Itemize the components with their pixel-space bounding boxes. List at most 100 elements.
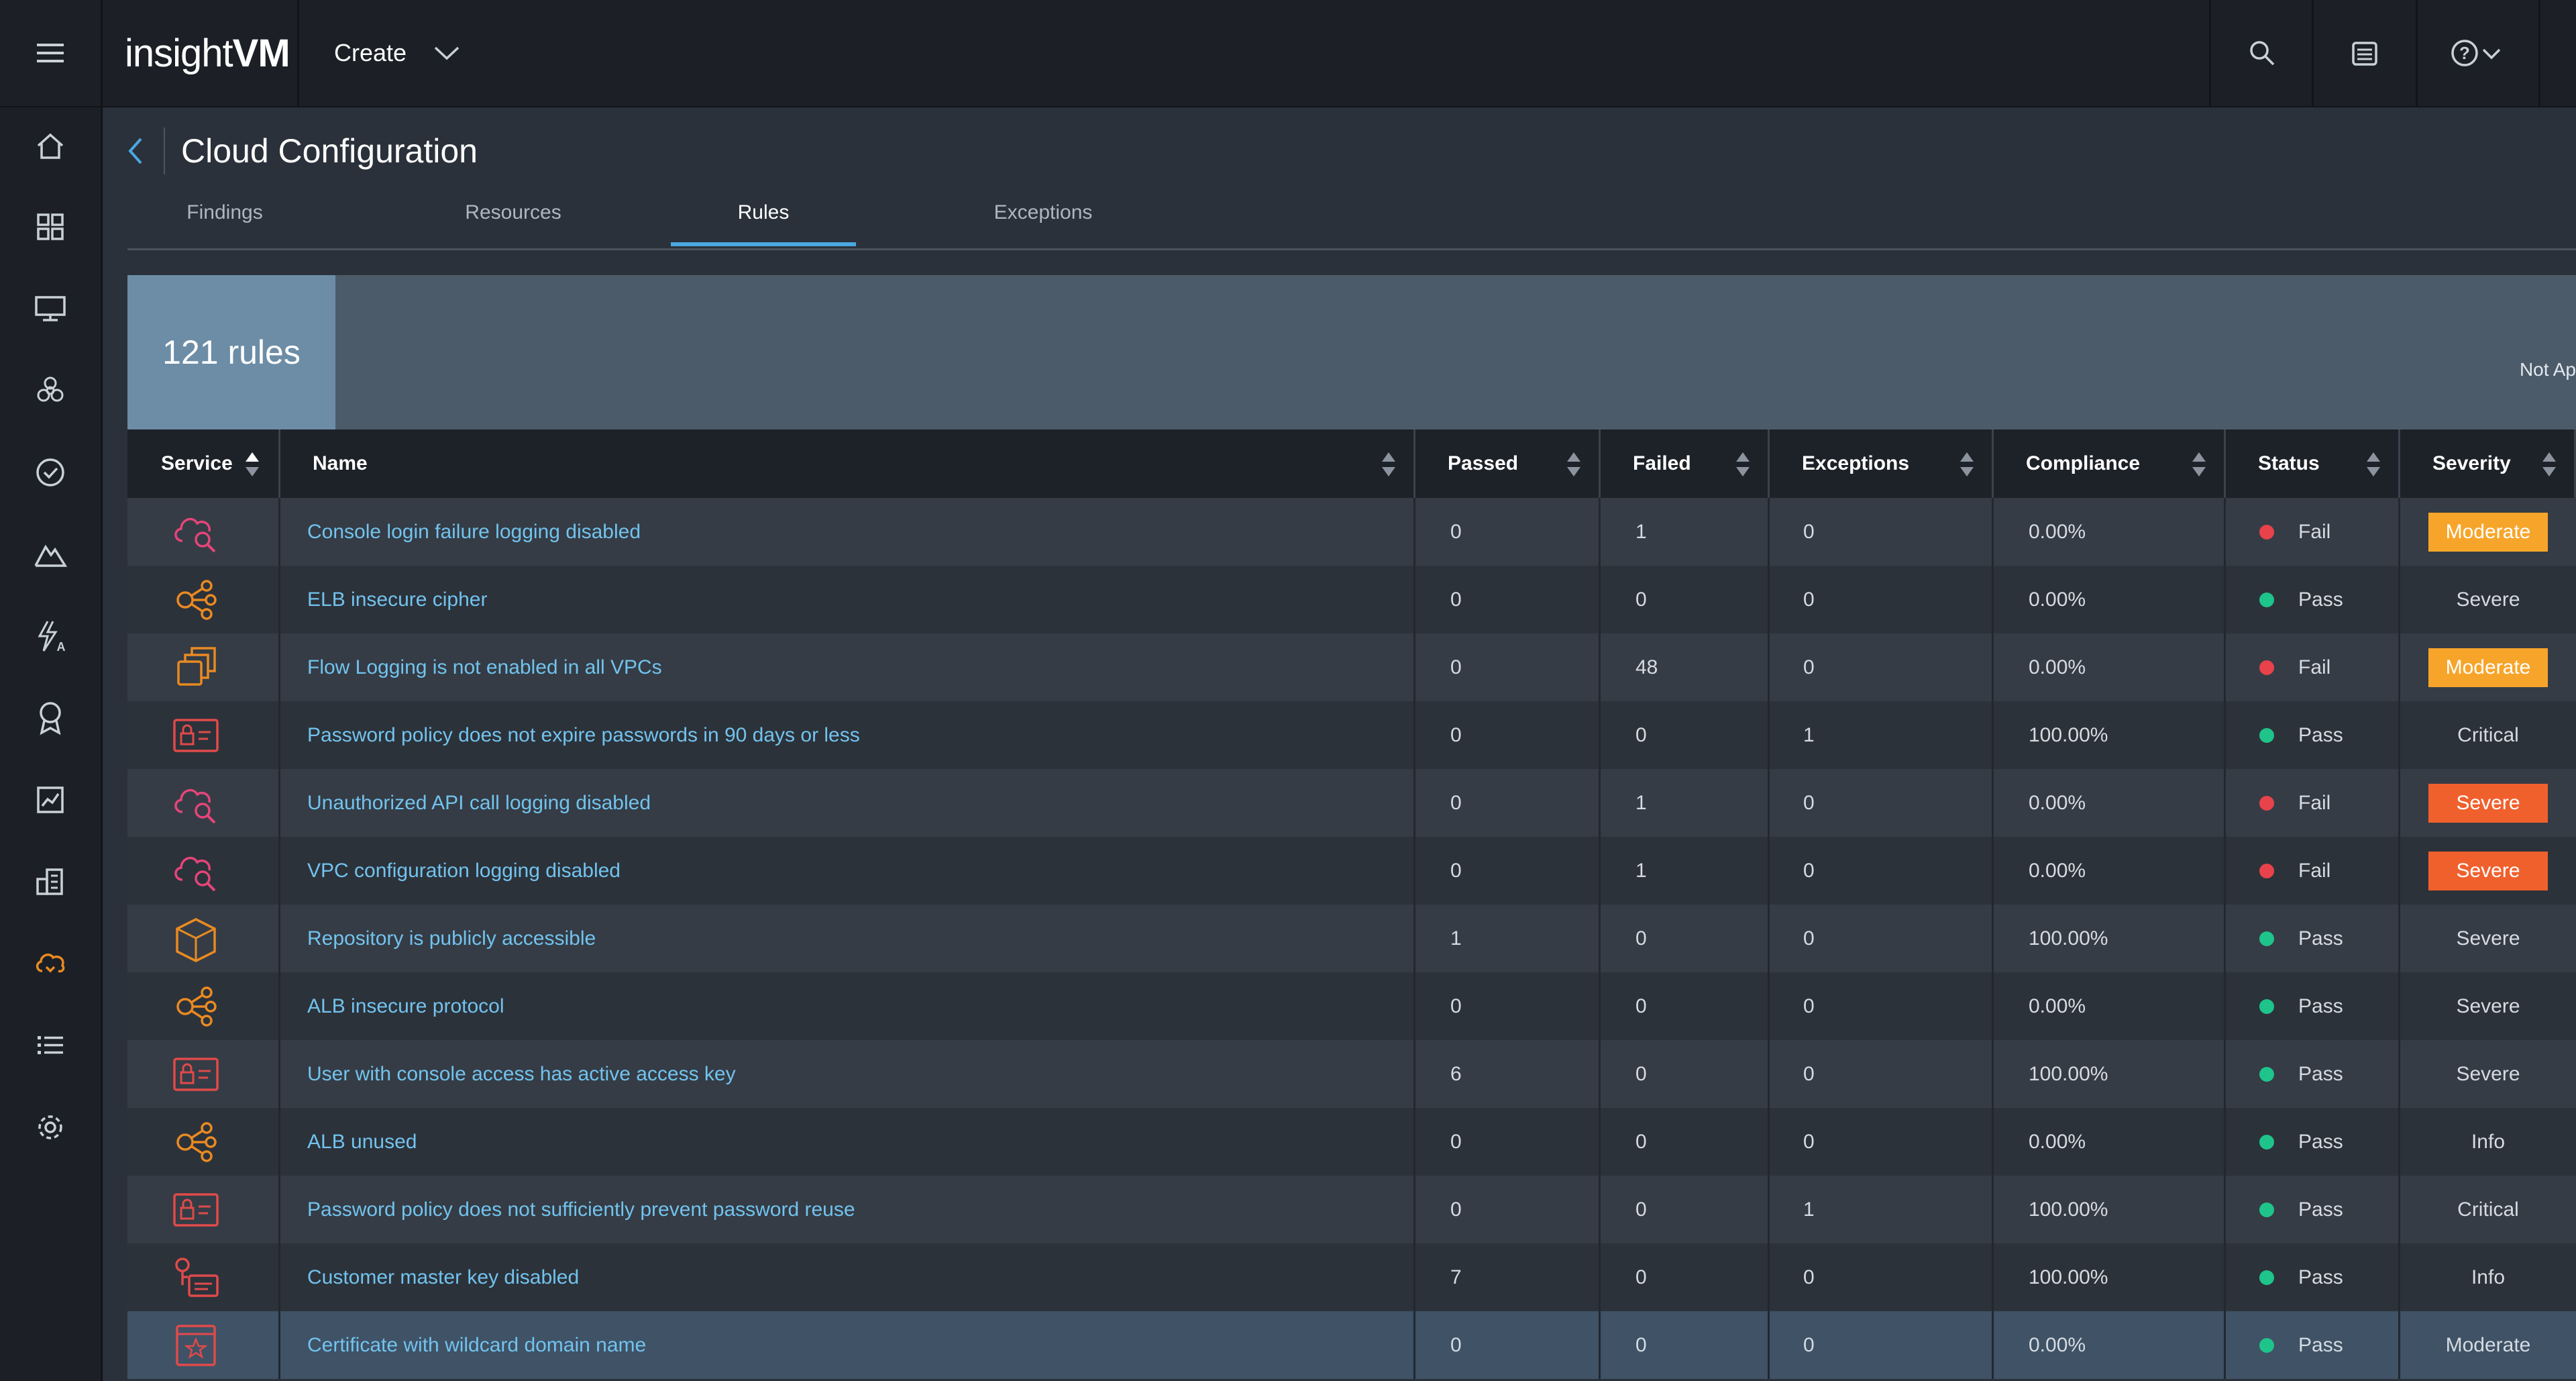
table-row[interactable]: VPC configuration logging disabled 0 1 0 0.0… <box>127 837 2576 905</box>
column-header-failed[interactable]: Failed <box>1601 429 1770 498</box>
service-cell <box>127 837 280 905</box>
tab-exceptions[interactable]: Exceptions <box>994 201 1093 223</box>
nav-dashboards[interactable] <box>0 193 101 260</box>
product-logo[interactable]: insight VM <box>101 0 299 106</box>
nav-automation[interactable]: A <box>0 603 101 670</box>
sort-arrows-icon[interactable] <box>1735 451 1750 483</box>
nav-goals[interactable] <box>0 684 101 752</box>
status-pass-dot-icon <box>2259 1066 2274 1082</box>
left-navigation: A <box>0 107 103 1381</box>
nav-assets[interactable] <box>0 275 101 342</box>
rule-name-link[interactable]: Repository is publicly accessible <box>280 905 1415 972</box>
table-row[interactable]: Console login failure logging disabled 0 1… <box>127 498 2576 566</box>
status-pass-dot-icon <box>2259 1270 2274 1285</box>
nav-reports[interactable] <box>0 766 101 833</box>
table-row[interactable]: Unauthorized API call logging disabled 0 1… <box>127 769 2576 837</box>
rule-name-link[interactable]: Customer master key disabled <box>280 1243 1415 1311</box>
top-bar: insight VM Create ? <box>0 0 2576 107</box>
passed-cell: 0 <box>1415 837 1601 905</box>
nav-home[interactable] <box>0 113 101 180</box>
rule-name-link[interactable]: ALB insecure protocol <box>280 972 1415 1040</box>
tab-resources[interactable]: Resources <box>465 201 561 223</box>
hamburger-menu-button[interactable] <box>0 0 103 106</box>
table-row[interactable]: ELB insecure cipher 0 0 0 0.00% Pass Severe <box>127 566 2576 633</box>
rule-name-link[interactable]: Password policy does not expire password… <box>280 701 1415 769</box>
severity-cell: Severe <box>2400 1040 2576 1108</box>
table-row[interactable]: Repository is publicly accessible 1 0 0 100.… <box>127 905 2576 972</box>
column-header-label: Severity <box>2432 452 2511 474</box>
table-row[interactable]: Certificate with wildcard domain name 0 0 0… <box>127 1311 2576 1379</box>
sort-arrows-icon[interactable] <box>1960 451 1974 483</box>
sort-arrows-icon[interactable] <box>1381 451 1396 483</box>
sort-arrows-icon[interactable] <box>245 451 260 483</box>
status-cell: Fail <box>2226 633 2400 701</box>
exceptions-cell: 1 <box>1770 1176 1994 1243</box>
rule-name-link[interactable]: Flow Logging is not enabled in all VPCs <box>280 633 1415 701</box>
table-row[interactable]: ALB insecure protocol 0 0 0 0.00% Pass Severe <box>127 972 2576 1040</box>
exceptions-cell: 1 <box>1770 701 1994 769</box>
sort-arrows-icon[interactable] <box>1566 451 1581 483</box>
column-header-name[interactable]: Name <box>280 429 1415 498</box>
buildings-icon <box>36 868 63 895</box>
rule-name-link[interactable]: User with console access has active acce… <box>280 1040 1415 1108</box>
failed-cell: 1 <box>1601 498 1770 566</box>
status-cell: Pass <box>2226 566 2400 633</box>
nav-cloud-configuration[interactable] <box>0 930 101 997</box>
passed-cell: 0 <box>1415 633 1601 701</box>
status-label: Fail <box>2298 859 2331 882</box>
status-label: Fail <box>2298 791 2331 814</box>
table-row[interactable]: Password policy does not sufficiently pr… <box>127 1176 2576 1243</box>
table-row[interactable]: Flow Logging is not enabled in all VPCs 0… <box>127 633 2576 701</box>
sort-arrows-icon[interactable] <box>2366 451 2381 483</box>
column-header-label: Exceptions <box>1802 452 1910 474</box>
column-header-service[interactable]: Service <box>127 429 280 498</box>
nav-tasks[interactable] <box>0 1012 101 1079</box>
rule-name-link[interactable]: ALB unused <box>280 1108 1415 1176</box>
search-button[interactable] <box>2209 0 2313 106</box>
create-menu-button[interactable]: Create <box>299 0 460 106</box>
table-row[interactable]: ALB unused 0 0 0 0.00% Pass Info <box>127 1108 2576 1176</box>
compliance-cell: 0.00% <box>1994 972 2226 1040</box>
exceptions-cell: 0 <box>1770 769 1994 837</box>
failed-cell: 0 <box>1601 1108 1770 1176</box>
search-icon <box>2250 41 2275 66</box>
nav-sites[interactable] <box>0 848 101 915</box>
sort-arrows-icon[interactable] <box>2192 451 2206 483</box>
nav-remediation[interactable] <box>0 439 101 506</box>
service-cell <box>127 498 280 566</box>
calendar-button[interactable] <box>2312 0 2416 106</box>
table-row[interactable]: Password policy does not expire password… <box>127 701 2576 769</box>
table-row[interactable]: Customer master key disabled 7 0 0 100.00% Pa… <box>127 1243 2576 1311</box>
create-label: Create <box>334 39 407 66</box>
failed-cell: 0 <box>1601 905 1770 972</box>
rule-name-link[interactable]: Password policy does not sufficiently pr… <box>280 1176 1415 1243</box>
rule-name-link[interactable]: Unauthorized API call logging disabled <box>280 769 1415 837</box>
compliance-cell: 0.00% <box>1994 566 2226 633</box>
column-header-severity[interactable]: Severity <box>2400 429 2576 498</box>
column-header-compliance[interactable]: Compliance <box>1994 429 2226 498</box>
rule-name-link[interactable]: VPC configuration logging disabled <box>280 837 1415 905</box>
column-header-exceptions[interactable]: Exceptions <box>1770 429 1994 498</box>
rule-name-link[interactable]: ELB insecure cipher <box>280 566 1415 633</box>
nav-policies[interactable] <box>0 521 101 588</box>
severity-badge: Moderate <box>2428 512 2548 552</box>
service-cell <box>127 701 280 769</box>
table-row[interactable]: User with console access has active acce… <box>127 1040 2576 1108</box>
back-button[interactable] <box>121 127 165 174</box>
status-cell: Pass <box>2226 1243 2400 1311</box>
sort-arrows-icon[interactable] <box>2542 451 2557 483</box>
tab-rules[interactable]: Rules <box>671 188 856 246</box>
column-header-status[interactable]: Status <box>2226 429 2400 498</box>
service-cell <box>127 1040 280 1108</box>
help-menu-button[interactable]: ? <box>2416 0 2538 106</box>
column-header-passed[interactable]: Passed <box>1415 429 1601 498</box>
nav-settings[interactable] <box>0 1094 101 1161</box>
column-header-label: Passed <box>1448 452 1519 474</box>
rule-name-link[interactable]: Console login failure logging disabled <box>280 498 1415 566</box>
rule-name-link[interactable]: Certificate with wildcard domain name <box>280 1311 1415 1379</box>
nav-vulnerabilities[interactable] <box>0 357 101 424</box>
status-label: Pass <box>2298 994 2343 1017</box>
compliance-cell: 100.00% <box>1994 1243 2226 1311</box>
passed-cell: 0 <box>1415 498 1601 566</box>
tab-findings[interactable]: Findings <box>186 201 263 223</box>
